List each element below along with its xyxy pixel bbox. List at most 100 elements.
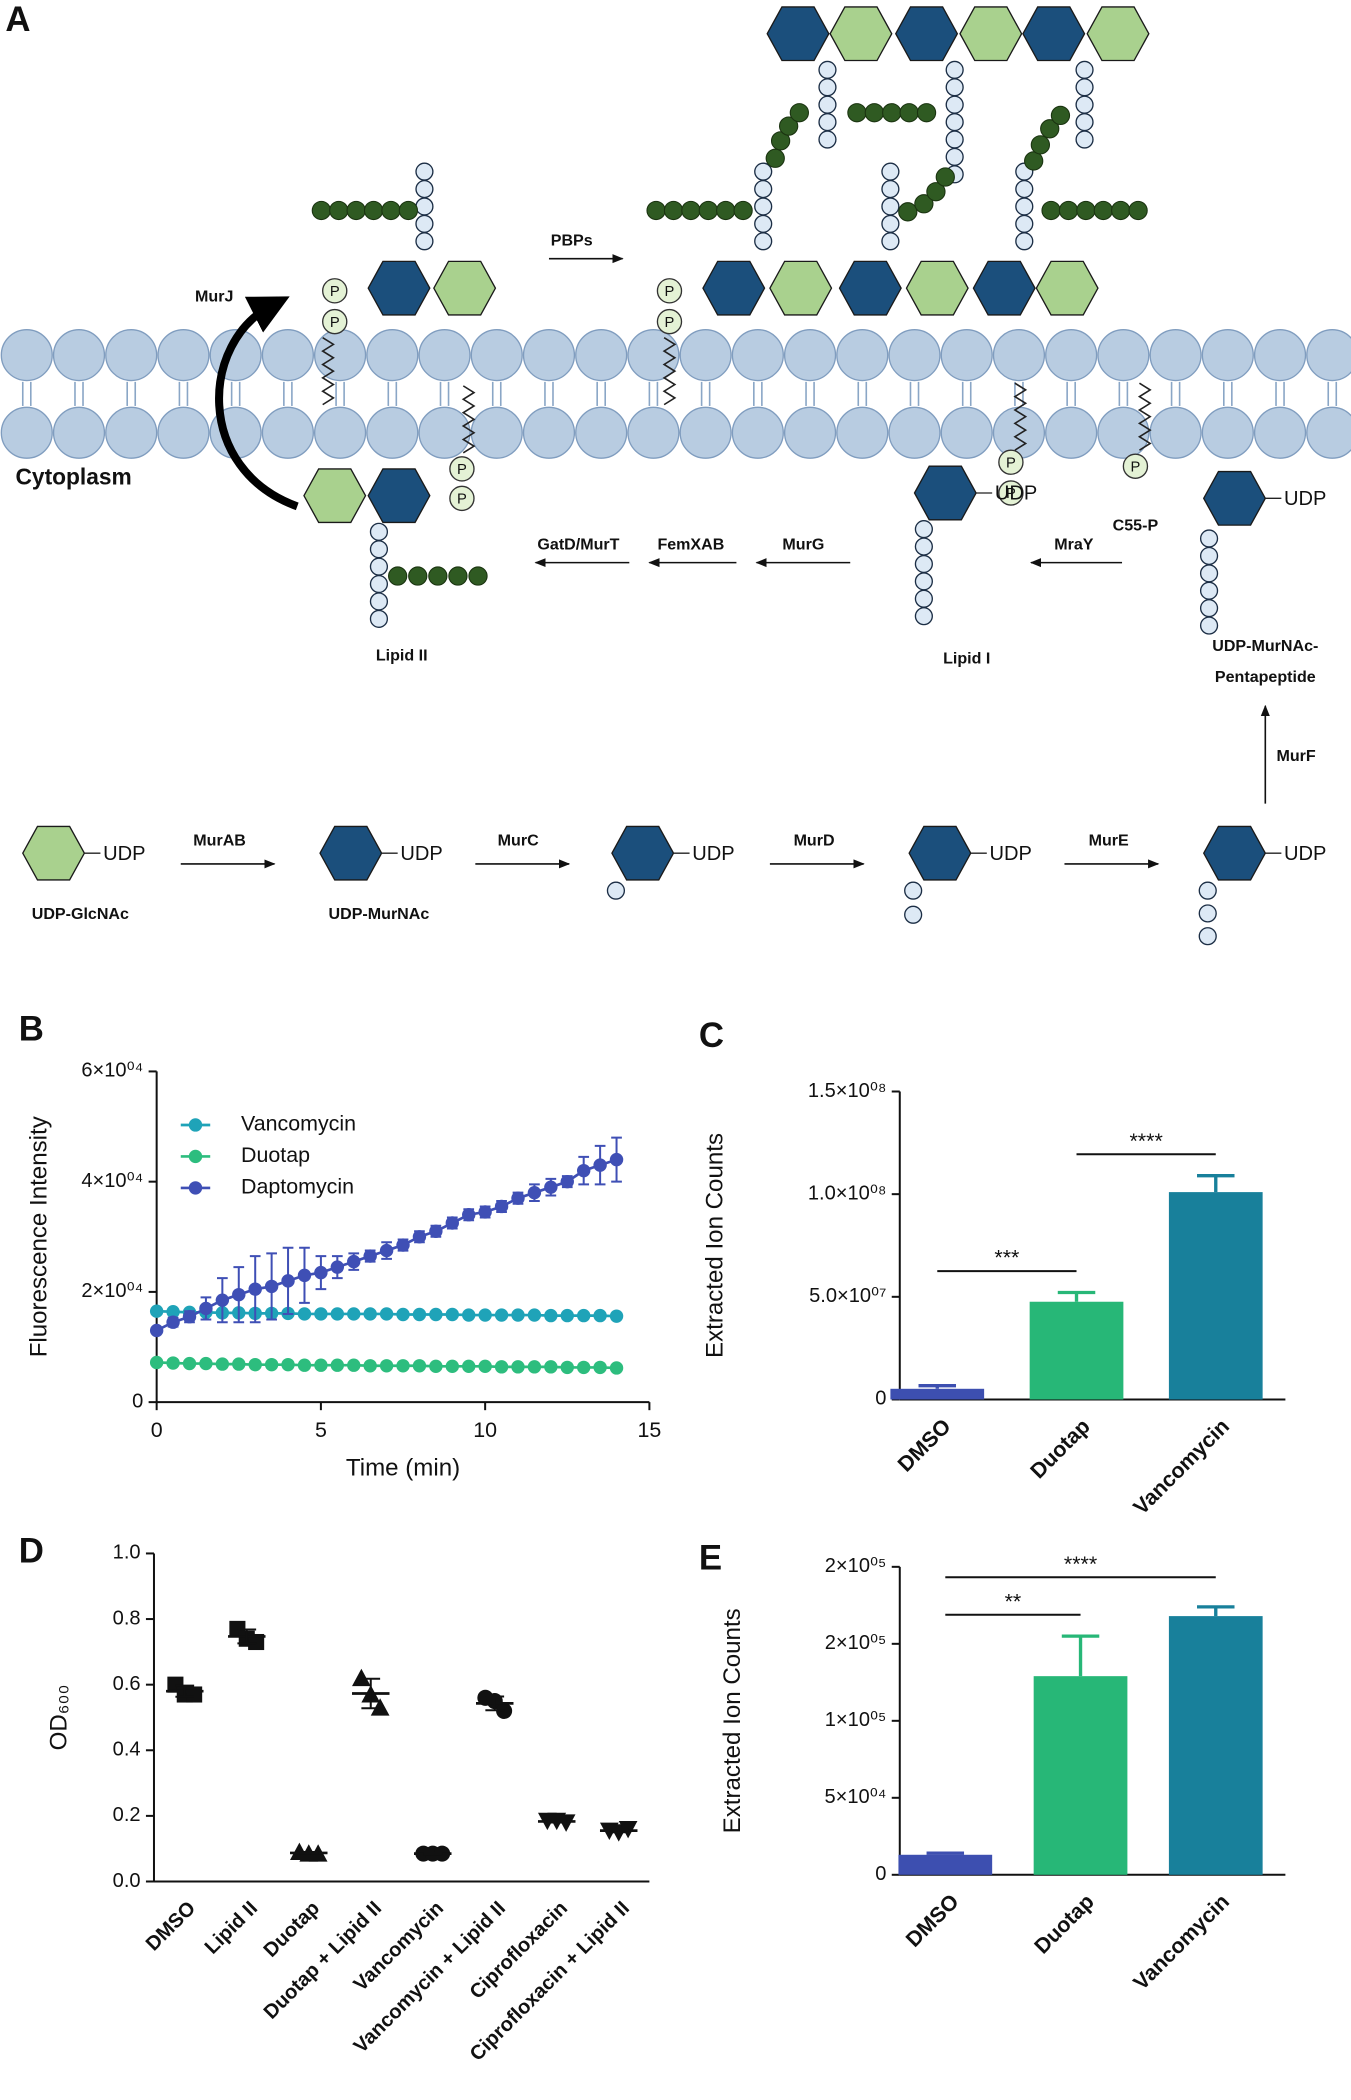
error-bar <box>547 1819 567 1824</box>
glycine <box>935 167 955 187</box>
lipid-head <box>992 406 1046 459</box>
data-point <box>396 1359 410 1373</box>
glycine <box>311 200 331 221</box>
lipid-head <box>105 406 158 459</box>
data-point <box>352 1668 371 1687</box>
data-point <box>429 1359 443 1374</box>
lipid-head <box>679 406 732 459</box>
lipid-head <box>679 328 732 382</box>
compound-label: UDP-MurNAc- <box>1212 637 1318 655</box>
sugar-hexagon <box>1035 260 1099 316</box>
amino-acid <box>914 607 933 626</box>
lipid-head <box>888 328 941 382</box>
lipid-head <box>418 406 471 459</box>
amino-acid <box>369 574 389 594</box>
error-bar <box>609 1827 629 1834</box>
sugar-hexagon <box>1022 6 1086 62</box>
udp-label: UDP <box>989 843 1031 865</box>
lipid-head <box>1253 328 1307 382</box>
data-point <box>396 1307 410 1322</box>
glycine <box>1024 151 1044 171</box>
lipid-head <box>1201 328 1254 382</box>
y-tick-label: 0 <box>875 1863 886 1885</box>
phosphate-label: P <box>1006 486 1016 502</box>
phosphate-label: P <box>665 284 675 300</box>
undecaprenyl-chain <box>1137 382 1152 451</box>
amino-acid <box>904 881 923 900</box>
amino-acid <box>754 179 773 199</box>
data-point <box>396 1238 410 1252</box>
sugar-hexagon <box>829 6 893 62</box>
enzyme-label: FemXAB <box>657 535 724 553</box>
data-point <box>330 1307 345 1321</box>
sugar-hexagon <box>838 260 902 316</box>
enzyme-label: MurG <box>782 535 824 553</box>
y-tick-label: 0 <box>132 1390 143 1412</box>
x-tick-label: Duotap <box>1026 1414 1095 1483</box>
data-point <box>429 1224 443 1238</box>
y-tick-label: 6×10⁰⁴ <box>81 1060 143 1082</box>
data-point <box>511 1191 525 1205</box>
lipid-head <box>836 328 889 382</box>
significance-label: ** <box>1005 1589 1022 1613</box>
data-point <box>478 1308 492 1322</box>
y-tick-label: 2×10⁰⁵ <box>825 1632 887 1654</box>
lipid-head <box>1149 328 1202 382</box>
error-bar <box>175 1684 195 1698</box>
panel-label: A <box>5 0 30 39</box>
glycine <box>1040 119 1060 139</box>
y-tick-label: 0.4 <box>113 1739 141 1761</box>
amino-acid <box>369 540 389 559</box>
lipid-head <box>0 406 53 459</box>
glycine <box>681 200 701 221</box>
sugar-hexagon <box>367 468 431 524</box>
y-axis-title: OD₆₀₀ <box>46 1685 73 1751</box>
data-point <box>182 1356 197 1371</box>
data-point <box>363 1249 377 1263</box>
lipid-head <box>940 406 993 459</box>
data-point <box>544 1308 558 1323</box>
amino-acid <box>945 130 964 149</box>
sugar-hexagon <box>611 825 675 881</box>
amino-acid <box>945 78 964 97</box>
amino-acid <box>369 557 389 576</box>
phosphate <box>322 278 348 304</box>
data-point <box>593 1308 607 1323</box>
significance-label: *** <box>994 1246 1019 1270</box>
legend-marker <box>188 1181 203 1195</box>
glycine <box>1076 200 1096 221</box>
amino-acid <box>1198 927 1217 946</box>
y-axis-title: Extracted Ion Counts <box>702 1133 729 1358</box>
glycine <box>864 103 884 123</box>
error-bar <box>1197 1605 1235 1617</box>
glycine <box>363 200 384 221</box>
error-bar <box>485 1695 505 1712</box>
significance-label: **** <box>1064 1552 1097 1576</box>
glycine <box>898 202 918 222</box>
udp-label: UDP <box>103 843 145 865</box>
data-point <box>496 1702 513 1719</box>
lipid-head <box>366 328 419 382</box>
glycine <box>847 103 867 123</box>
compound-label: Pentapeptide <box>1215 668 1316 686</box>
data-point <box>314 1358 328 1372</box>
sugar-hexagon <box>913 465 977 521</box>
amino-acid <box>369 522 389 541</box>
amino-acid <box>415 197 434 216</box>
amino-acid <box>818 130 837 149</box>
y-tick-label: 0.8 <box>113 1607 141 1629</box>
amino-acid <box>415 214 434 233</box>
legend-marker <box>188 1149 203 1164</box>
data-point <box>248 1357 262 1372</box>
amino-acid <box>1015 232 1034 251</box>
data-point <box>511 1308 525 1322</box>
sugar-hexagon <box>894 6 959 62</box>
y-tick-label: 2×10⁰⁴ <box>81 1280 143 1302</box>
amino-acid <box>914 520 933 539</box>
x-tick-label: 15 <box>637 1418 661 1442</box>
data-point <box>609 1309 624 1323</box>
lipid-head <box>575 406 628 459</box>
data-point <box>609 1361 624 1375</box>
glycine <box>1041 200 1061 221</box>
sugar-hexagon <box>1202 825 1267 881</box>
